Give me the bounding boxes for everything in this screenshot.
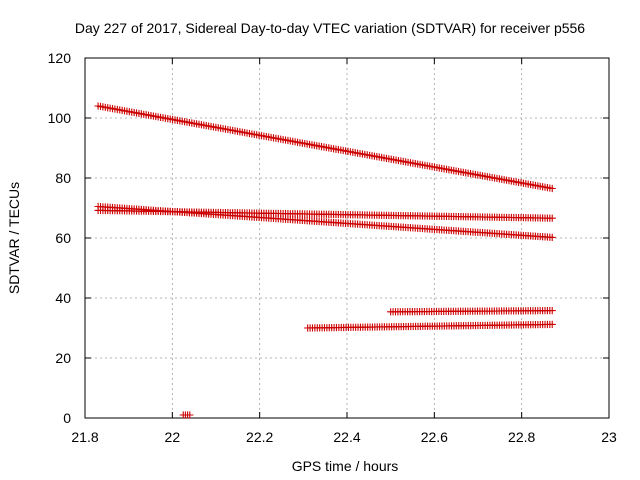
x-axis-label: GPS time / hours xyxy=(292,458,399,474)
x-tick-label: 22.6 xyxy=(421,429,448,445)
series-track-e xyxy=(304,320,556,332)
data-point xyxy=(186,411,194,419)
data-point xyxy=(548,307,556,315)
series-track-f xyxy=(179,411,194,419)
data-point xyxy=(548,214,556,222)
y-tick-label: 60 xyxy=(55,230,71,246)
y-tick-label: 0 xyxy=(63,410,71,426)
y-axis-tick-labels: 0 20 40 60 80 100 120 xyxy=(48,50,72,426)
series-track-d xyxy=(387,307,556,316)
x-tick-label: 22.2 xyxy=(246,429,273,445)
y-tick-label: 80 xyxy=(55,170,71,186)
y-axis-label: SDTVAR / TECUs xyxy=(6,182,22,294)
series-track-b xyxy=(94,202,556,241)
x-axis-tick-labels: 21.8 22 22.2 22.4 22.6 22.8 23 xyxy=(71,429,617,445)
y-tick-label: 20 xyxy=(55,350,71,366)
series-track-a xyxy=(94,102,556,193)
x-tick-label: 21.8 xyxy=(71,429,98,445)
axis-ticks xyxy=(84,57,610,419)
x-tick-label: 22.8 xyxy=(508,429,535,445)
x-tick-label: 23 xyxy=(601,429,617,445)
x-tick-label: 22.4 xyxy=(333,429,360,445)
grid xyxy=(85,58,609,418)
chart-title: Day 227 of 2017, Sidereal Day-to-day VTE… xyxy=(75,20,585,36)
data-point xyxy=(548,233,556,241)
y-tick-label: 100 xyxy=(48,110,72,126)
x-tick-label: 22 xyxy=(165,429,181,445)
data-point xyxy=(548,320,556,328)
y-tick-label: 120 xyxy=(48,50,72,66)
series-track-c xyxy=(94,206,556,222)
data-series xyxy=(94,102,556,419)
y-tick-label: 40 xyxy=(55,290,71,306)
data-point xyxy=(548,184,556,193)
